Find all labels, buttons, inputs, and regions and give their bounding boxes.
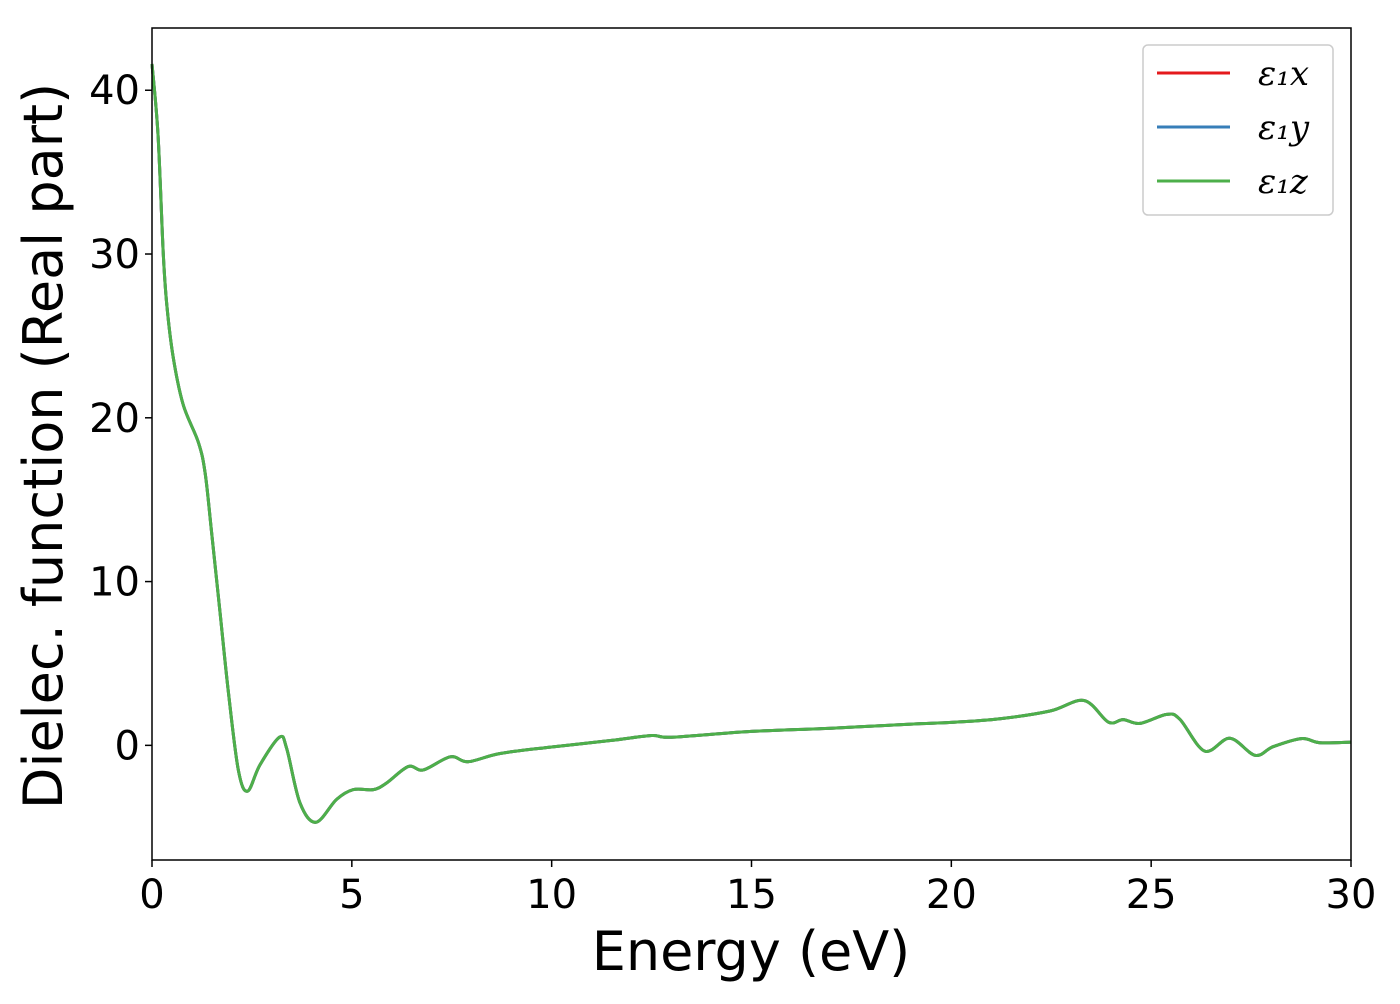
y-tick-label: 30 <box>89 232 140 278</box>
x-tick-label: 0 <box>139 872 164 918</box>
x-tick-label: 15 <box>726 872 777 918</box>
x-tick-label: 10 <box>526 872 577 918</box>
legend-label: ε₁z <box>1258 162 1309 202</box>
y-axis-label: Dielec. function (Real part) <box>12 83 75 809</box>
legend-label: ε₁y <box>1258 108 1310 148</box>
legend-label: ε₁x <box>1258 54 1309 94</box>
x-axis-label: Energy (eV) <box>592 920 911 983</box>
y-tick-label: 20 <box>89 396 140 442</box>
y-tick-label: 0 <box>115 723 140 769</box>
y-tick-label: 40 <box>89 68 140 114</box>
legend-box <box>1142 44 1334 216</box>
series-layer <box>150 63 1352 824</box>
y-tick-label: 10 <box>89 560 140 606</box>
x-axis: 0 5 10 15 20 25 30 <box>139 860 1376 918</box>
x-tick-label: 20 <box>926 872 977 918</box>
x-tick-label: 25 <box>1126 872 1177 918</box>
series-line-3 <box>150 63 1352 824</box>
y-axis: 0 10 20 30 40 <box>89 68 152 769</box>
x-tick-label: 5 <box>339 872 364 918</box>
x-tick-label: 30 <box>1326 872 1377 918</box>
legend: ε₁x ε₁y ε₁z <box>1142 44 1334 216</box>
